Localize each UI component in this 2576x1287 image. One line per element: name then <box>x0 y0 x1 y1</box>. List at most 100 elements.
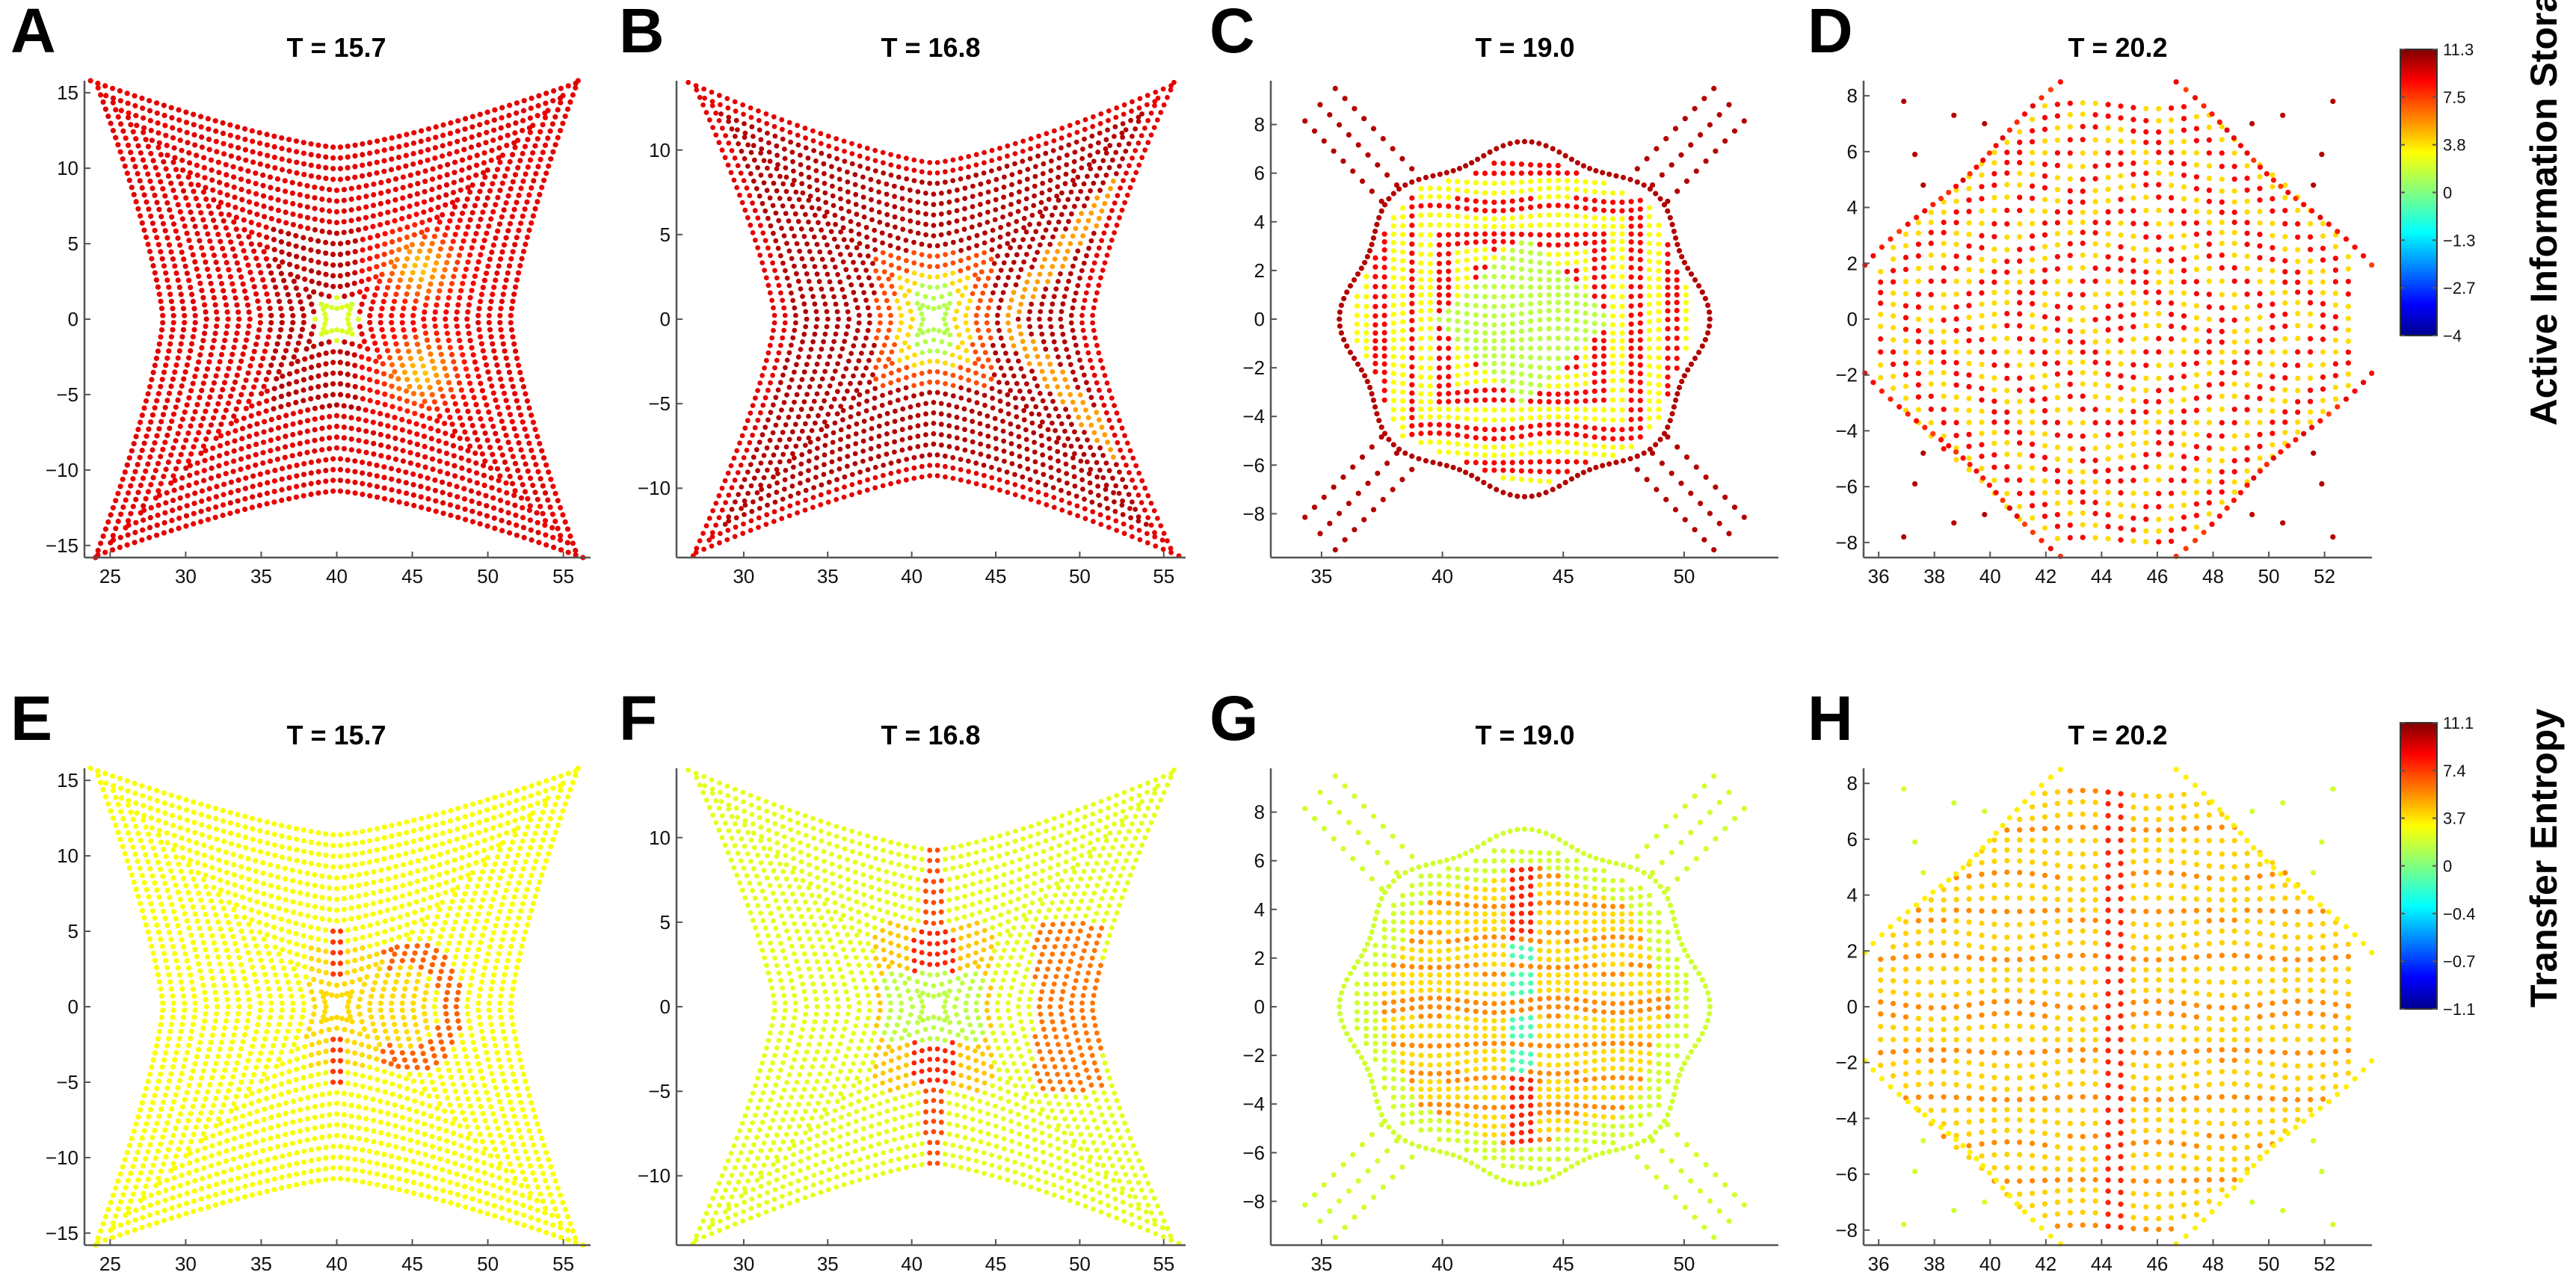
data-point <box>1455 441 1461 447</box>
data-point <box>466 468 472 474</box>
data-point <box>197 395 203 401</box>
data-point <box>113 525 119 531</box>
data-point <box>485 369 491 375</box>
data-point <box>333 423 340 430</box>
data-point <box>164 398 170 404</box>
data-point <box>1482 467 1488 473</box>
data-point <box>1418 374 1424 380</box>
data-point <box>759 487 765 493</box>
data-point <box>419 241 425 247</box>
data-point <box>389 327 396 333</box>
data-point <box>260 356 266 362</box>
data-point <box>267 174 274 180</box>
data-point <box>763 275 769 281</box>
data-point <box>1032 459 1038 465</box>
data-point <box>141 503 147 509</box>
data-point <box>838 196 843 202</box>
data-point <box>949 352 955 358</box>
data-point <box>783 444 789 450</box>
data-point <box>534 433 540 439</box>
data-point <box>492 459 498 465</box>
data-point <box>298 299 303 305</box>
data-point <box>1152 103 1157 108</box>
data-point <box>787 503 793 509</box>
data-point <box>1381 294 1387 300</box>
data-point <box>884 421 890 427</box>
data-point <box>1067 241 1073 247</box>
data-point <box>745 418 751 424</box>
data-point <box>311 343 317 349</box>
data-point <box>268 416 274 423</box>
data-point <box>288 271 294 277</box>
data-point <box>1518 433 1524 439</box>
data-point <box>155 502 161 508</box>
data-point <box>367 482 373 488</box>
data-point <box>363 439 369 445</box>
data-point <box>268 320 274 326</box>
data-point <box>860 174 866 180</box>
data-point <box>774 143 780 149</box>
data-point <box>793 320 798 326</box>
data-point <box>392 415 398 421</box>
data-point <box>457 415 463 421</box>
data-point <box>915 332 920 338</box>
data-point <box>412 370 418 376</box>
data-point <box>217 190 224 196</box>
data-point <box>1418 212 1424 218</box>
data-point <box>386 277 393 283</box>
data-point <box>264 234 270 240</box>
data-point <box>479 182 486 188</box>
data-point <box>573 552 579 558</box>
data-point <box>215 473 221 479</box>
data-point <box>775 471 780 477</box>
data-point <box>1091 203 1097 209</box>
data-point <box>1103 482 1109 488</box>
data-point <box>1048 324 1054 330</box>
data-point <box>911 362 917 368</box>
data-point <box>401 263 408 269</box>
data-point <box>483 493 489 499</box>
data-point <box>139 185 145 191</box>
data-point <box>449 200 456 206</box>
data-point <box>308 481 314 487</box>
data-point <box>442 232 449 238</box>
data-point <box>942 272 948 278</box>
data-point <box>1165 94 1170 100</box>
data-point <box>520 213 526 219</box>
data-point <box>215 401 221 407</box>
data-point <box>915 433 921 439</box>
data-point <box>824 324 830 330</box>
data-point <box>191 444 197 450</box>
data-point <box>469 182 475 188</box>
data-point <box>856 411 861 416</box>
data-point <box>1455 259 1461 265</box>
data-point <box>976 357 982 362</box>
data-point <box>283 413 289 419</box>
data-point <box>225 401 232 407</box>
data-point <box>312 216 318 222</box>
data-point <box>412 410 418 416</box>
data-point <box>234 372 240 378</box>
data-point <box>943 381 948 386</box>
data-point <box>1112 200 1118 206</box>
data-point <box>775 387 781 393</box>
data-point <box>508 306 515 312</box>
data-point <box>414 377 420 383</box>
data-point <box>755 388 760 393</box>
data-point <box>108 120 114 126</box>
data-point <box>1042 376 1047 382</box>
data-point <box>484 109 490 115</box>
data-point <box>529 95 534 102</box>
data-point <box>125 114 132 120</box>
data-point <box>279 156 285 162</box>
data-point <box>792 327 798 333</box>
data-point <box>145 489 151 495</box>
data-point <box>235 124 241 130</box>
data-point <box>1381 378 1387 384</box>
data-point <box>1110 475 1115 481</box>
data-point <box>887 243 893 248</box>
data-point <box>150 220 155 226</box>
data-point <box>1537 251 1543 257</box>
data-point <box>189 291 195 297</box>
data-point <box>345 250 351 256</box>
